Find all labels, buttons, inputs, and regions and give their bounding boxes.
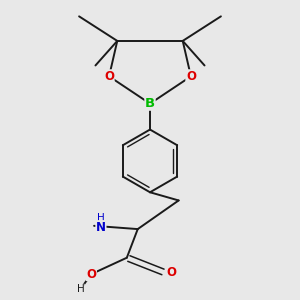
Text: O: O bbox=[167, 266, 177, 279]
Text: N: N bbox=[96, 221, 106, 234]
Text: O: O bbox=[104, 70, 114, 83]
Text: B: B bbox=[145, 97, 155, 110]
Text: H: H bbox=[97, 213, 105, 223]
Text: H: H bbox=[76, 284, 84, 294]
Text: O: O bbox=[86, 268, 96, 281]
Text: O: O bbox=[186, 70, 196, 83]
